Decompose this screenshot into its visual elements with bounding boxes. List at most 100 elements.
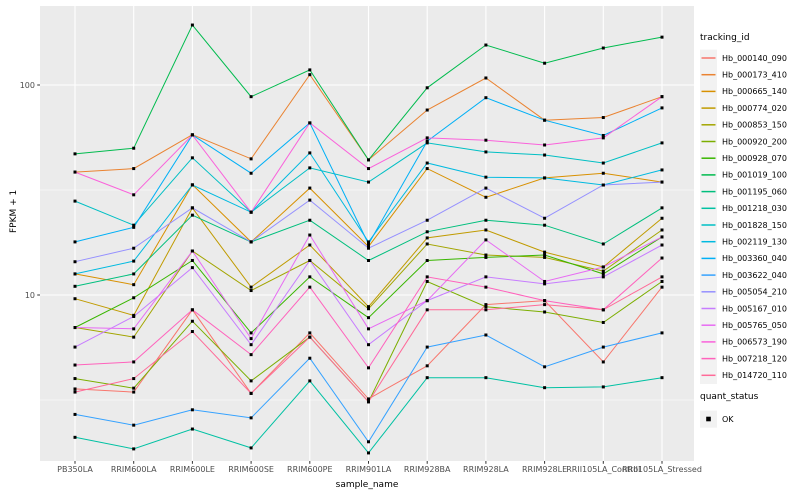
data-point [308, 186, 312, 190]
legend-label: Hb_001195_060 [722, 187, 787, 196]
data-point [190, 156, 194, 160]
data-point [73, 297, 77, 301]
data-point [660, 243, 664, 247]
x-tick-label: RRIM928LE [522, 465, 567, 474]
data-point [308, 379, 312, 383]
data-point [308, 121, 312, 125]
data-point [73, 387, 77, 391]
data-point [249, 210, 253, 214]
data-point [308, 73, 312, 77]
data-point [543, 176, 547, 180]
data-point [484, 238, 488, 242]
data-point [425, 242, 429, 246]
data-point [367, 343, 370, 347]
data-point [308, 151, 312, 155]
data-point [660, 168, 664, 172]
data-point [660, 106, 664, 110]
data-point [249, 353, 253, 357]
data-point [425, 236, 429, 240]
data-point [190, 206, 194, 210]
data-point [73, 435, 77, 439]
data-point [660, 180, 664, 184]
data-point [249, 391, 253, 395]
data-point [132, 167, 136, 171]
data-point [249, 285, 253, 289]
data-point [425, 279, 429, 283]
data-point [425, 376, 429, 380]
data-point [132, 360, 136, 364]
data-point [249, 331, 253, 335]
y-tick-label: 100 [20, 81, 35, 90]
data-point [543, 299, 547, 303]
data-point [367, 307, 370, 311]
legend-label: Hb_001828_150 [722, 221, 787, 230]
data-point [543, 253, 547, 257]
data-point [73, 152, 77, 156]
data-point [73, 363, 77, 367]
legend-label: Hb_014720_110 [722, 371, 787, 380]
data-point [132, 193, 136, 197]
data-point [660, 256, 664, 260]
data-point [132, 423, 136, 427]
data-point [484, 76, 488, 80]
data-point [484, 308, 488, 312]
data-point [308, 258, 312, 262]
data-point [484, 195, 488, 199]
data-point [367, 245, 370, 249]
data-point [73, 377, 77, 381]
data-point [425, 86, 429, 90]
data-point [308, 285, 312, 289]
data-point [132, 246, 136, 250]
data-point [425, 141, 429, 145]
data-point [425, 136, 429, 140]
data-point [425, 258, 429, 262]
data-point [601, 360, 605, 364]
data-point [601, 133, 605, 137]
data-point [190, 213, 194, 217]
data-point [543, 282, 547, 286]
legend-label: Hb_002119_130 [722, 238, 787, 247]
data-point [543, 153, 547, 157]
data-point [484, 43, 488, 47]
data-point [249, 240, 253, 244]
plot-panel [40, 6, 694, 461]
data-point [484, 305, 488, 309]
x-tick-label: RRIM600LA [111, 465, 157, 474]
data-point [425, 275, 429, 279]
data-point [132, 390, 136, 394]
data-point [425, 308, 429, 312]
data-point [308, 233, 312, 237]
data-point [543, 61, 547, 65]
data-point [425, 167, 429, 171]
data-point [484, 303, 488, 307]
data-point [660, 279, 664, 283]
data-point [249, 379, 253, 383]
data-point [308, 243, 312, 247]
data-point [132, 296, 136, 300]
data-point [543, 216, 547, 220]
data-point [660, 206, 664, 210]
data-point [543, 223, 547, 227]
data-point [132, 283, 136, 287]
x-tick-label: RRIM600LE [170, 465, 215, 474]
data-point [484, 150, 488, 154]
legend-label: Hb_000665_140 [722, 87, 787, 96]
legend-label: Hb_007218_120 [722, 354, 787, 363]
data-point [190, 408, 194, 412]
legend-label: Hb_005054_210 [722, 288, 787, 297]
data-point [367, 240, 370, 244]
data-point [190, 319, 194, 323]
data-point [601, 272, 605, 276]
data-point [601, 320, 605, 324]
data-point [249, 416, 253, 420]
data-point [543, 250, 547, 254]
x-tick-label: RRIM600PE [287, 465, 333, 474]
data-point [73, 199, 77, 203]
legend-label: Hb_006573_190 [722, 338, 787, 347]
data-point [425, 161, 429, 165]
data-point [367, 400, 370, 404]
data-point [367, 180, 370, 184]
data-point [484, 96, 488, 100]
data-point [484, 218, 488, 222]
